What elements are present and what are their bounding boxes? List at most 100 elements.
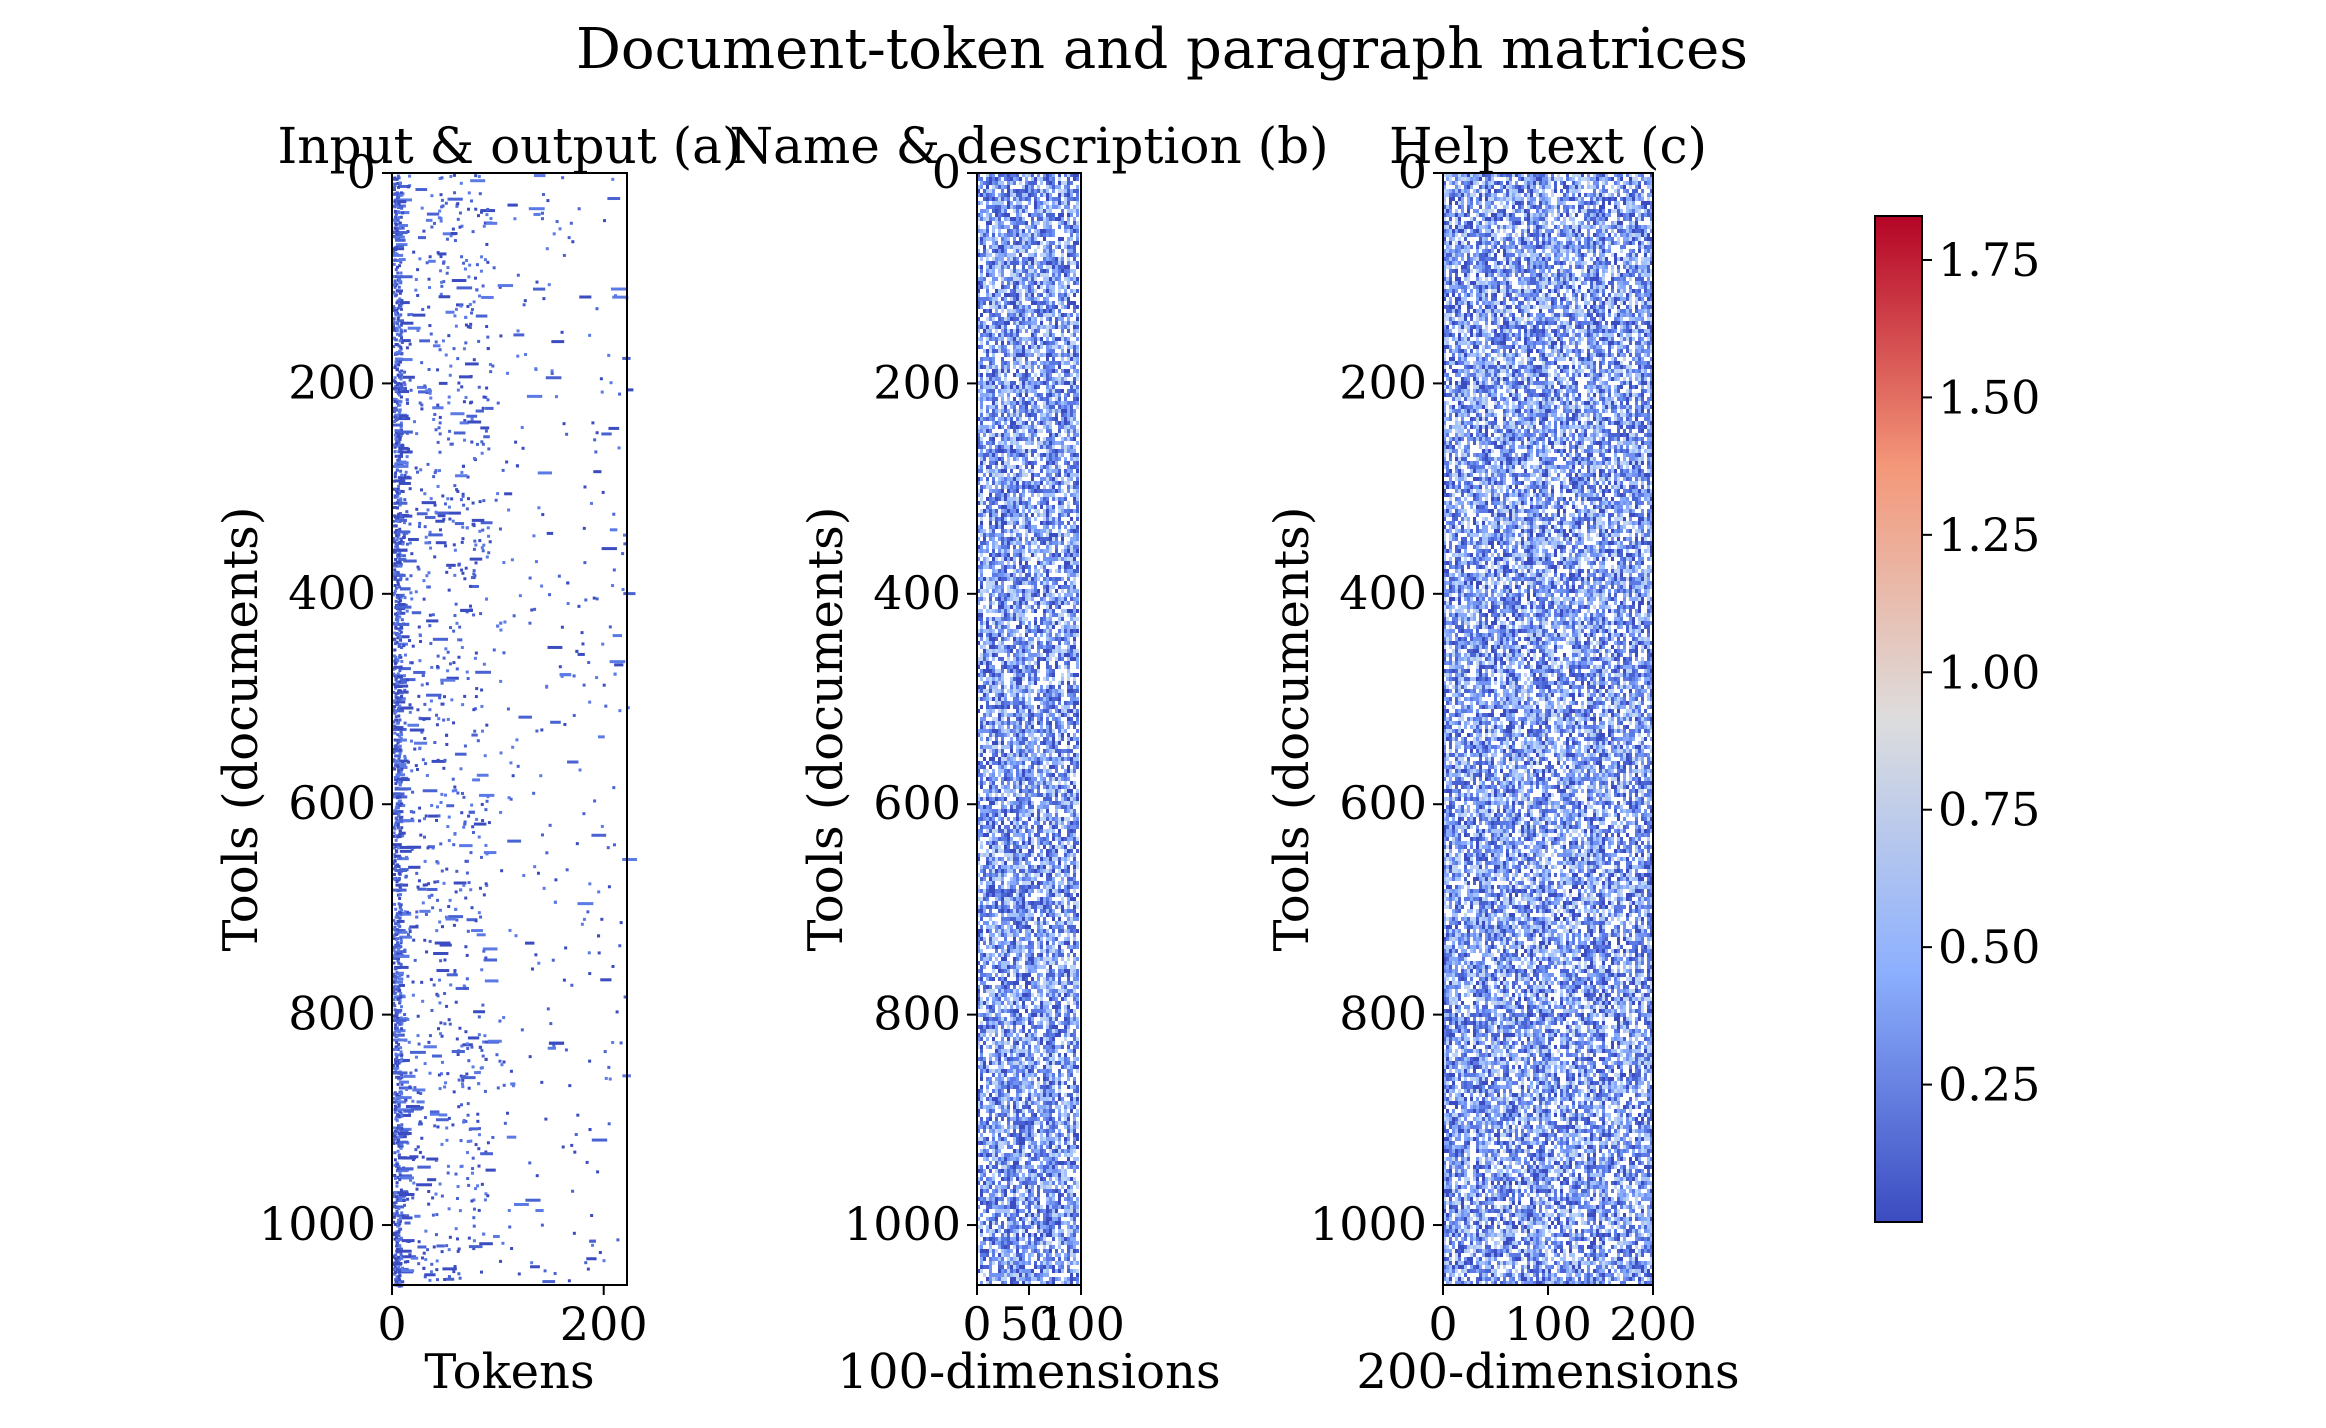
heatmap-cell [525,942,534,945]
heatmap-cell [1016,213,1019,217]
heatmap-cell [1043,261,1046,265]
heatmap-cell [1037,245,1040,249]
heatmap-cell [1070,261,1073,265]
heatmap-cell [1019,245,1022,249]
heatmap-cell [1046,361,1049,365]
heatmap-cell [543,887,546,890]
heatmap-cell [1013,257,1016,261]
heatmap-cell [394,1223,397,1226]
heatmap-cell [1067,213,1070,217]
heatmap-cell [393,1071,408,1074]
heatmap-cell [1016,361,1019,365]
heatmap-cell [1040,501,1043,505]
heatmap-cell [1064,361,1067,365]
heatmap-cell [980,177,983,181]
heatmap-cell [1067,389,1070,393]
heatmap-cell [419,339,430,342]
heatmap-cell [1076,189,1079,193]
heatmap-cell [429,940,432,943]
heatmap-cell [1073,277,1076,281]
heatmap-cell [1031,217,1034,221]
heatmap-cell [1073,385,1076,389]
heatmap-cell [446,669,449,672]
heatmap-cell [396,1096,412,1099]
heatmap-cell [1028,233,1031,237]
heatmap-cell [455,308,458,311]
heatmap-cell [400,850,412,853]
heatmap-cell [1046,473,1049,477]
heatmap-cell [1007,225,1010,229]
heatmap-cell [396,787,399,790]
heatmap-cell [1052,417,1055,421]
heatmap-cell [989,489,992,493]
heatmap-cell [597,890,600,893]
heatmap-cell [1073,453,1076,457]
heatmap-cell [393,768,396,771]
heatmap-cell [411,1196,414,1199]
heatmap-cell [505,460,508,463]
heatmap-cell [1016,277,1019,281]
heatmap-cell [618,393,621,396]
heatmap-cell [1013,389,1016,393]
heatmap-cell [989,465,992,469]
heatmap-cell [1004,249,1007,253]
heatmap-cell [980,441,983,445]
heatmap-cell [1025,381,1028,385]
heatmap-cell [1004,465,1007,469]
heatmap-cell [1067,293,1070,297]
heatmap-cell [477,1082,480,1085]
heatmap-cell [1031,193,1034,197]
heatmap-cell [1016,249,1019,253]
heatmap-cell [1067,357,1070,361]
heatmap-cell [1070,353,1073,357]
heatmap-cell [1073,417,1076,421]
heatmap-cell [1004,289,1007,293]
heatmap-cell [474,544,477,547]
heatmap-cell [1076,349,1079,353]
heatmap-cell [1037,509,1040,513]
heatmap-cell [995,181,998,185]
heatmap-cell [1067,381,1070,385]
heatmap-cell [1025,461,1028,465]
heatmap-cell [1016,353,1019,357]
heatmap-cell [1013,397,1016,401]
heatmap-cell [403,1110,414,1113]
heatmap-cell [503,1084,506,1087]
heatmap-cell [998,301,1001,305]
heatmap-cell [1025,321,1028,325]
heatmap-cell [393,568,396,571]
heatmap-cell [1031,469,1034,473]
heatmap-cell [1028,385,1031,389]
heatmap-cell [1013,525,1016,529]
heatmap-cell [980,281,983,285]
heatmap-cell [1055,417,1058,421]
heatmap-cell [1067,501,1070,505]
heatmap-cell [413,420,416,423]
heatmap-cell [1013,189,1016,193]
heatmap-cell [992,305,995,309]
heatmap-cell [406,1105,420,1108]
heatmap-cell [1028,321,1031,325]
heatmap-cell [1004,389,1007,393]
heatmap-cell [1076,501,1079,505]
heatmap-cell [1076,489,1079,493]
heatmap-cell [1031,381,1034,385]
heatmap-cell [1043,353,1046,357]
heatmap-cell [980,385,983,389]
heatmap-cell [1016,257,1019,261]
heatmap-cell [442,1267,456,1270]
heatmap-cell [989,317,992,321]
heatmap-cell [610,660,626,663]
heatmap-cell [1031,277,1034,281]
heatmap-cell [462,826,465,829]
heatmap-cell [1064,369,1067,373]
heatmap-cell [1031,413,1034,417]
heatmap-cell [412,611,421,614]
heatmap-cell [398,718,401,721]
heatmap-cell [1061,253,1064,257]
heatmap-cell [1067,477,1070,481]
heatmap-cell [1004,385,1007,389]
heatmap-cell [989,237,992,241]
heatmap-cell [399,408,402,411]
heatmap-cell [1019,233,1022,237]
